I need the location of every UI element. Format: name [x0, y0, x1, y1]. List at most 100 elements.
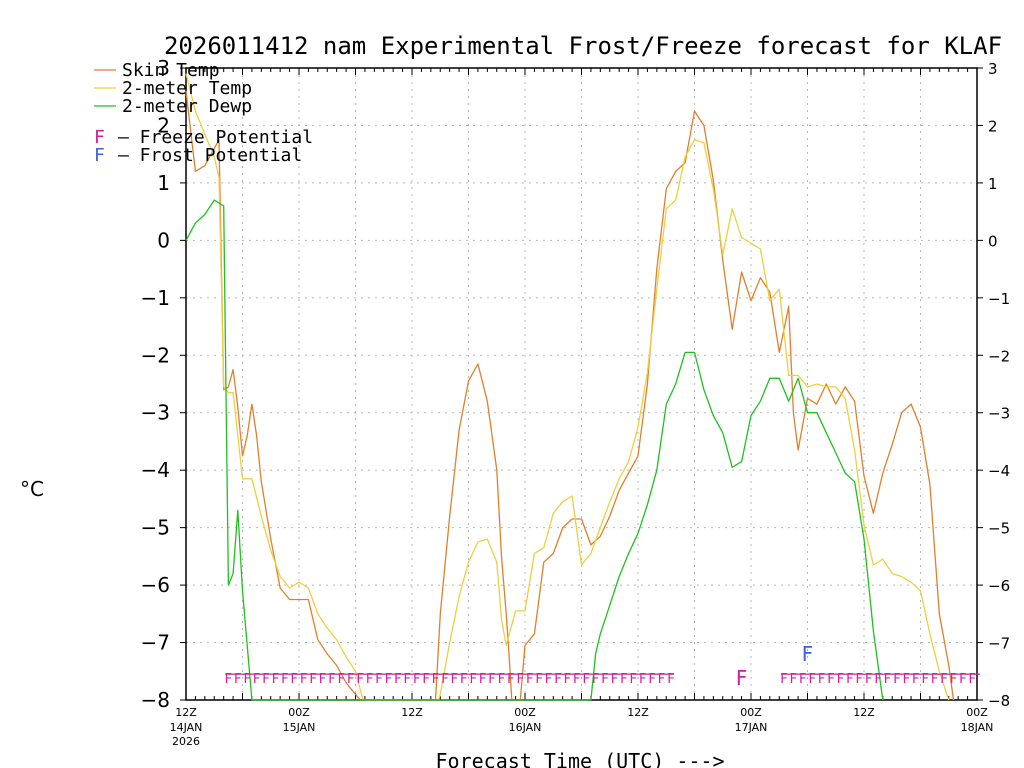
x-tick-date: 16JAN [509, 721, 542, 734]
y-tick-label-right: 1 [988, 175, 998, 193]
freeze-marker: F [884, 672, 891, 687]
freeze-marker: F [846, 672, 853, 687]
freeze-marker: F [959, 672, 966, 687]
freeze-marker: F [469, 672, 476, 687]
x-tick-label: 00Z [966, 706, 988, 719]
freeze-marker: F [272, 672, 279, 687]
freeze-marker: F [253, 672, 260, 687]
freeze-marker: F [338, 672, 345, 687]
freeze-marker: F [451, 672, 458, 687]
potential-legend-label: – Frost Potential [118, 145, 302, 166]
y-tick-label-left: 0 [157, 228, 170, 252]
x-tick-label: 00Z [740, 706, 762, 719]
freeze-marker: F [356, 672, 363, 687]
y-tick-label-right: −4 [988, 462, 1010, 480]
freeze-marker: F [554, 672, 561, 687]
y-tick-label-left: −7 [141, 631, 170, 655]
freeze-marker: F [460, 672, 467, 687]
x-axis-label: Forecast Time (UTC) ---> [436, 749, 725, 768]
legend-entry: Skin Temp [122, 60, 220, 81]
freeze-marker: F [422, 672, 429, 687]
x-tick-date: 17JAN [735, 721, 768, 734]
y-tick-label-left: −8 [141, 688, 170, 712]
y-tick-label-right: 3 [988, 60, 998, 78]
freeze-marker: F [309, 672, 316, 687]
x-tick-date: 14JAN [170, 721, 203, 734]
x-tick-date: 18JAN [961, 721, 994, 734]
freeze-marker: F [291, 672, 298, 687]
freeze-marker: F [243, 672, 250, 687]
freeze-marker: F [808, 672, 815, 687]
freeze-marker: F [582, 672, 589, 687]
freeze-marker: F [950, 672, 957, 687]
y-tick-label-left: 3 [157, 56, 170, 80]
frost-marker: F [802, 642, 814, 666]
x-tick-date: 15JAN [283, 721, 316, 734]
freeze-marker: F [790, 672, 797, 687]
y-tick-label-right: −7 [988, 635, 1010, 653]
potential-legend-label: – Freeze Potential [118, 127, 313, 148]
y-axis-label: °C [20, 477, 44, 501]
freeze-marker: F [535, 672, 542, 687]
freeze-marker: F [969, 672, 976, 687]
y-tick-label-right: −8 [988, 692, 1010, 710]
x-tick-label: 00Z [514, 706, 536, 719]
freeze-marker: F [545, 672, 552, 687]
freeze-marker: F [404, 672, 411, 687]
freeze-marker: F [903, 672, 910, 687]
freeze-marker: F [856, 672, 863, 687]
freeze-marker: F [441, 672, 448, 687]
freeze-marker: F [931, 672, 938, 687]
freeze-marker: F [736, 666, 748, 690]
freeze-marker: F [262, 672, 269, 687]
x-tick-label: 00Z [288, 706, 310, 719]
y-tick-label-right: −6 [988, 577, 1010, 595]
freeze-marker: F [827, 672, 834, 687]
series-line-skin-temp [185, 90, 955, 701]
y-tick-label-right: −3 [988, 405, 1010, 423]
axes: 3 3 2 2 1 1 0 0 −1 −1 −2 −2 −3 −3 −4 −4 −5 −5 −6 −6 −7 −7 −8 −8… [141, 56, 1011, 748]
freeze-marker: F [780, 672, 787, 687]
freeze-marker: F [347, 672, 354, 687]
freeze-marker: F [328, 672, 335, 687]
freeze-marker: F [837, 672, 844, 687]
freeze-marker: F [385, 672, 392, 687]
y-tick-label-left: 2 [157, 113, 170, 137]
freeze-marker: F [921, 672, 928, 687]
freeze-marker: F [648, 672, 655, 687]
freeze-marker: F [498, 672, 505, 687]
y-tick-label-left: −6 [141, 573, 170, 597]
freeze-marker: F [865, 672, 872, 687]
legend-entry: 2-meter Temp [122, 78, 252, 99]
freeze-marker: F [225, 672, 232, 687]
freeze-marker: F [517, 672, 524, 687]
y-tick-label-left: −5 [141, 516, 170, 540]
y-tick-label-right: −2 [988, 347, 1010, 365]
series-line-2-meter-dewp [185, 199, 884, 701]
freeze-marker: F [526, 672, 533, 687]
freeze-marker: F [319, 672, 326, 687]
y-tick-label-left: −4 [141, 458, 170, 482]
freeze-marker: F [874, 672, 881, 687]
freeze-marker: F [667, 672, 674, 687]
x-tick-year: 2026 [172, 735, 200, 748]
grid [186, 68, 977, 700]
y-tick-label-right: −1 [988, 290, 1010, 308]
freeze-marker: F [479, 672, 486, 687]
freeze-marker: F [893, 672, 900, 687]
series-lines [185, 73, 955, 701]
y-tick-label-left: 1 [157, 171, 170, 195]
freeze-marker: F [620, 672, 627, 687]
x-tick-label: 12Z [627, 706, 649, 719]
freeze-marker: F [818, 672, 825, 687]
freeze-marker: F [281, 672, 288, 687]
y-tick-label-left: −3 [141, 401, 170, 425]
series-line-2-meter-temp [185, 73, 950, 701]
x-tick-label: 12Z [853, 706, 875, 719]
freeze-marker: F [639, 672, 646, 687]
freeze-marker: F [799, 672, 806, 687]
